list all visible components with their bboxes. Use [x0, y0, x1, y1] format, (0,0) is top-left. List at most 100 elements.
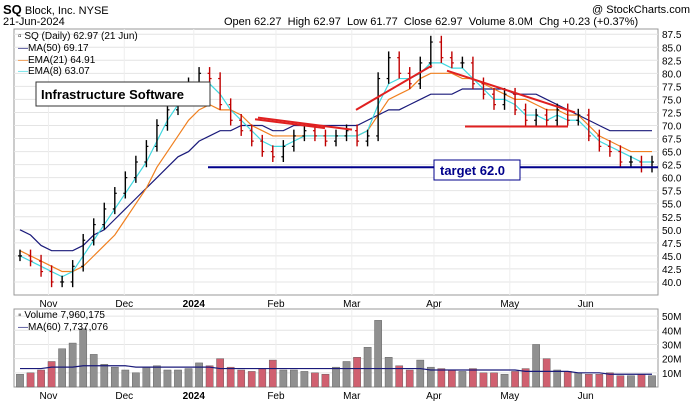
volume-bar	[426, 366, 435, 388]
trend-lines	[208, 64, 658, 169]
x-tick-label: Nov	[40, 299, 58, 310]
volume-bar	[395, 365, 404, 388]
volume-bar	[542, 358, 551, 388]
volume-bar	[332, 366, 340, 388]
y-tick-label: 80.0	[662, 69, 682, 80]
change-value: +0.23 (+0.37%)	[562, 16, 639, 28]
volume-value: 8.0M	[508, 16, 533, 28]
open-value: 62.27	[253, 16, 282, 28]
x-tick-label: Apr	[426, 299, 442, 310]
y-tick-label: 50.0	[662, 226, 682, 237]
volume-bar	[532, 344, 540, 388]
volume-bar	[110, 366, 119, 388]
x-tick-label: May	[500, 299, 519, 310]
volume-bar	[268, 359, 277, 388]
volume-bar	[163, 369, 172, 388]
y-tick-label: 87.5	[662, 30, 682, 41]
volume-bar	[237, 369, 246, 388]
volume-tick-label: 40M	[662, 326, 681, 337]
y-tick-label: 72.5	[662, 108, 682, 119]
x-tick-label: Jun	[578, 391, 594, 402]
volume-bar	[153, 365, 161, 388]
y-tick-label: 40.0	[662, 278, 682, 289]
volume-bar	[479, 372, 488, 388]
volume-tick-label: 10M	[662, 369, 681, 380]
y-tick-label: 55.0	[662, 200, 682, 211]
volume-bar	[500, 374, 509, 388]
x-tick-label: Mar	[343, 299, 361, 310]
volume-bar	[321, 374, 330, 388]
x-tick-label: 2024	[183, 299, 206, 310]
volume-bar	[584, 374, 593, 388]
ma50-line	[19, 88, 652, 252]
x-tick-label: Dec	[115, 299, 133, 310]
volume-bar	[89, 354, 98, 388]
volume-bar	[195, 362, 203, 388]
volume-bar	[216, 358, 224, 388]
volume-bars	[16, 320, 656, 388]
volume-bar	[553, 369, 562, 388]
volume-bar	[616, 375, 625, 388]
x-tick-label: Mar	[343, 391, 361, 402]
x-tick-label: 2024	[183, 391, 206, 402]
legend-volume: ▪ Volume 7,960,175	[18, 310, 105, 321]
volume-bar	[490, 372, 498, 388]
legend-ema21: —EMA(21) 64.91	[18, 55, 96, 66]
legend-main: ▫ SQ (Daily) 62.97 (21 Jun)	[18, 31, 138, 42]
symbol-line: SQ Block, Inc. NYSE	[3, 2, 109, 17]
ohlc-line: Open 62.27 High 62.97 Low 61.77 Close 62…	[224, 16, 639, 28]
volume-bar	[353, 357, 361, 388]
target-label: target 62.0	[440, 163, 505, 178]
volume-bar	[637, 374, 646, 388]
y-tick-label: 65.0	[662, 148, 682, 159]
volume-bar	[132, 372, 140, 388]
volume-bar	[574, 372, 583, 388]
volume-bar	[458, 371, 467, 388]
x-tick-label: Feb	[267, 299, 285, 310]
y-tick-label: 82.5	[662, 56, 682, 67]
watermark: @ StockCharts.com	[592, 4, 690, 16]
high-value: 62.97	[313, 16, 341, 28]
volume-bar	[648, 375, 656, 388]
volume-bar	[79, 328, 88, 388]
volume-bar	[300, 371, 309, 388]
target-label-box	[433, 159, 521, 181]
volume-bar	[68, 342, 77, 388]
x-tick-label: May	[500, 391, 519, 402]
y-tick-label: 47.5	[662, 239, 682, 250]
volume-bar	[448, 369, 456, 388]
volume-bar	[342, 361, 351, 388]
volume-bar	[37, 369, 45, 388]
annotation-title: Infrastructure Software	[41, 87, 184, 102]
volume-bar	[469, 368, 477, 388]
volume-bar	[290, 369, 298, 388]
trend-line	[257, 116, 353, 131]
y-tick-label: 42.5	[662, 265, 682, 276]
x-axis-ticks: Nov Nov Dec Dec 2024 2024 Feb Feb Mar Mar Apr Apr Ma…	[40, 299, 594, 402]
legend-ema8: —EMA(8) 63.07	[18, 66, 90, 77]
x-tick-label: Apr	[426, 391, 442, 402]
volume-tick-label: 30M	[662, 340, 681, 351]
volume-tick-label: 50M	[662, 312, 681, 323]
volume-bar	[47, 361, 56, 388]
y-tick-label: 85.0	[662, 43, 682, 54]
volume-bar	[363, 347, 372, 388]
trend-line	[446, 69, 576, 114]
volume-bar	[16, 374, 24, 388]
x-tick-label: Feb	[267, 391, 285, 402]
volume-ma-line	[20, 365, 652, 375]
chart-date: 21-Jun-2024	[3, 16, 65, 28]
volume-bar	[384, 357, 393, 388]
volume-bar	[627, 375, 635, 388]
annotation-box	[35, 81, 211, 107]
volume-bar	[205, 365, 214, 388]
trend-line	[355, 64, 433, 111]
volume-bar	[595, 374, 604, 388]
volume-bar	[374, 320, 382, 388]
y-tick-label: 60.0	[662, 174, 682, 185]
grid-lines	[14, 29, 658, 387]
volume-bar	[121, 369, 130, 388]
volume-bar	[563, 371, 572, 388]
x-tick-label: Nov	[40, 391, 58, 402]
price-bars	[18, 35, 654, 288]
